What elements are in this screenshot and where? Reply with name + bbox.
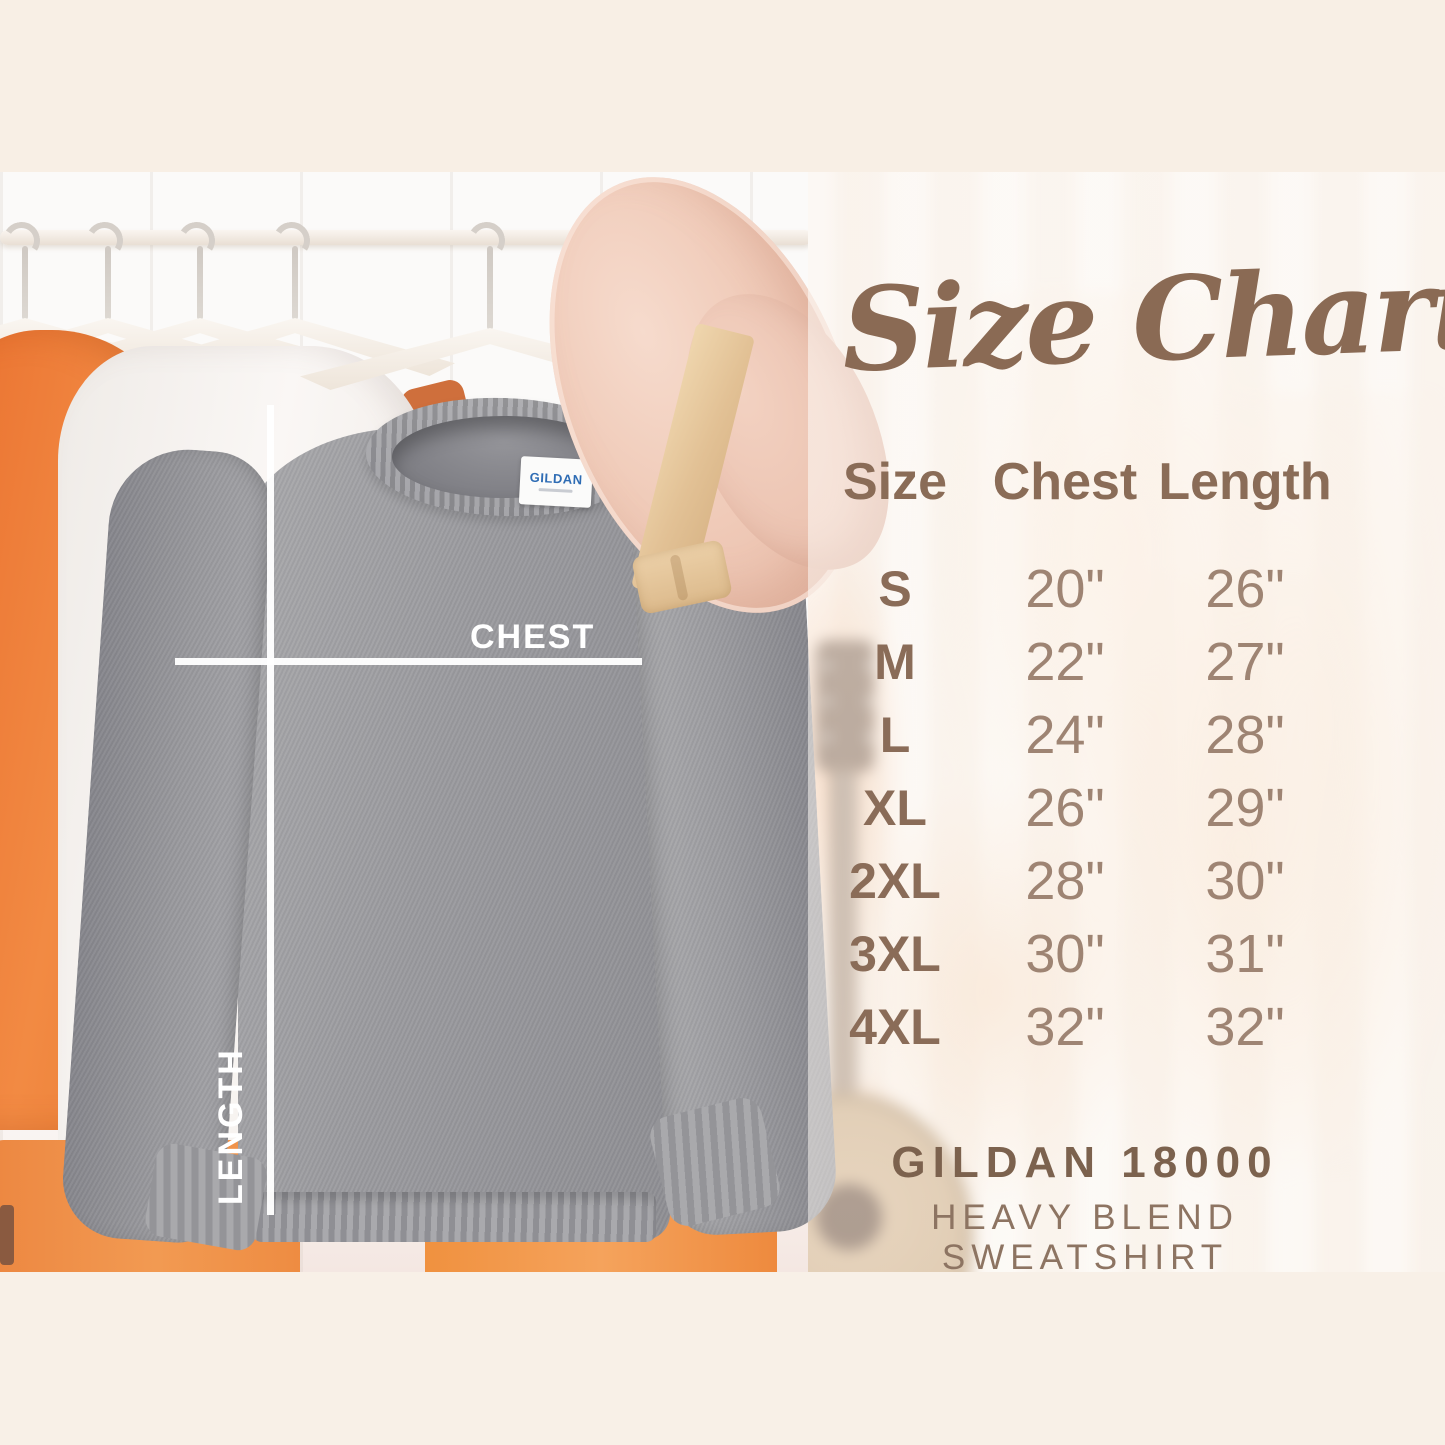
sweatshirt-hem-band: [252, 1192, 656, 1242]
neck-tag-subtext-line: [538, 488, 573, 493]
length-cell: 29": [1205, 777, 1285, 838]
neck-tag-brand: GILDAN: [529, 469, 583, 488]
size-row: 3XL 30" 31": [815, 917, 1335, 990]
chest-cell: 26": [1025, 777, 1105, 838]
chest-cell: 30": [1025, 923, 1105, 984]
size-table: S 20" 26" M 22" 27" L 24" 28" XL 26" 29"…: [815, 552, 1335, 1063]
hanger-hook: [487, 246, 493, 330]
hanger-hook: [22, 246, 28, 320]
size-row: 4XL 32" 32": [815, 990, 1335, 1063]
size-row: S 20" 26": [815, 552, 1335, 625]
length-cell: 28": [1205, 704, 1285, 765]
chest-cell: 32": [1025, 996, 1105, 1057]
sweatshirt-body: [238, 428, 670, 1240]
size-row: XL 26" 29": [815, 771, 1335, 844]
length-cell: 31": [1205, 923, 1285, 984]
product-name: GILDAN 18000: [891, 1138, 1279, 1187]
size-cell: L: [879, 706, 911, 763]
chest-cell: 28": [1025, 850, 1105, 911]
size-cell: 2XL: [849, 852, 941, 909]
chest-cell: 20": [1025, 558, 1105, 619]
hanger-hook: [197, 246, 203, 320]
header-length: Length: [1158, 453, 1332, 511]
size-cell: M: [874, 633, 916, 690]
rack-leg: [0, 1205, 14, 1265]
page-title: Size Chart: [839, 241, 1445, 399]
size-row: M 22" 27": [815, 625, 1335, 698]
length-cell: 30": [1205, 850, 1285, 911]
hanger-hook: [292, 246, 298, 320]
size-row: 2XL 28" 30": [815, 844, 1335, 917]
chest-label: CHEST: [470, 618, 596, 656]
chest-cell: 24": [1025, 704, 1105, 765]
size-cell: 3XL: [849, 925, 941, 982]
chest-cell: 22": [1025, 631, 1105, 692]
length-cell: 32": [1205, 996, 1285, 1057]
chest-measure-line: [175, 658, 642, 665]
product-description: HEAVY BLEND SWEATSHIRT: [931, 1198, 1239, 1277]
size-cell: 4XL: [849, 998, 941, 1055]
size-cell: S: [878, 560, 912, 617]
length-measure-line: [267, 405, 274, 1215]
header-chest: Chest: [992, 453, 1138, 511]
top-frame-band: [0, 0, 1445, 172]
panel-white-wash: [808, 172, 1445, 1272]
size-row: L 24" 28": [815, 698, 1335, 771]
length-label: LENGTH: [212, 1047, 250, 1205]
length-cell: 26": [1205, 558, 1285, 619]
bottom-frame-band: [0, 1272, 1445, 1445]
hanger-hook: [105, 246, 111, 320]
header-size: Size: [842, 453, 948, 511]
size-cell: XL: [863, 779, 927, 836]
length-cell: 27": [1205, 631, 1285, 692]
table-header-row: Size Chest Length: [815, 452, 1335, 512]
